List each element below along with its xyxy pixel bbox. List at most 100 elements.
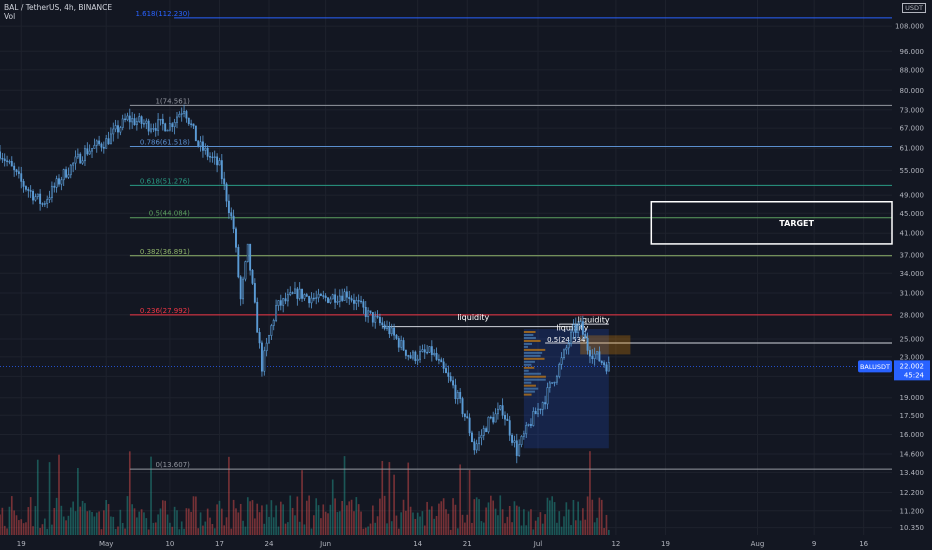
candle-body — [565, 347, 568, 351]
target-zone[interactable] — [650, 200, 893, 245]
volume-profile-bar — [523, 360, 535, 363]
candle-body — [178, 113, 181, 118]
volume-bar — [525, 525, 528, 535]
volume-bar — [350, 499, 353, 535]
candle-body — [46, 199, 49, 204]
price-axis[interactable]: 108.000 96.000 88.000 80.000 73.000 67.000 61.… — [858, 23, 930, 533]
volume-bar — [409, 506, 412, 535]
volume-bar — [294, 515, 296, 535]
price-tick-label: 45.000 — [900, 210, 925, 218]
volume-bar — [202, 525, 204, 535]
candle-body — [504, 414, 506, 420]
fib-level-label: 1(74.561) — [155, 97, 190, 105]
volume-bar — [72, 501, 74, 535]
volume-bar — [176, 510, 178, 535]
time-axis[interactable]: 19 May 10 17 24 Jun 14 21 Jul 12 19 Aug 9 16 — [17, 540, 869, 548]
volume-bar — [357, 504, 360, 535]
candle-body — [62, 169, 65, 181]
volume-bar — [55, 497, 58, 535]
volume-bar — [192, 496, 195, 535]
candle-body — [237, 247, 240, 278]
ticker-tag[interactable] — [858, 360, 892, 373]
volume-bar — [511, 522, 513, 535]
candle-body — [607, 362, 610, 372]
candle-body — [485, 428, 488, 433]
candle-body — [67, 174, 70, 178]
volume-bar — [232, 499, 235, 535]
volume-bar — [315, 498, 318, 535]
volume-bar — [279, 501, 282, 535]
symbol-title[interactable]: BAL / TetherUS, 4h, BINANCE — [4, 3, 113, 12]
ticker-label: BALUSDT — [860, 363, 890, 371]
volume-bar — [178, 529, 181, 535]
candle-body — [135, 121, 138, 126]
price-tick-label: 28.000 — [900, 311, 925, 319]
volume-bar — [553, 502, 556, 535]
candle-body — [72, 162, 75, 166]
volume-bar — [105, 499, 108, 535]
volume-bar — [449, 529, 452, 535]
candle-body — [506, 418, 509, 421]
time-tick-label: 17 — [215, 540, 224, 548]
candle-body — [289, 292, 292, 296]
volume-bar — [539, 512, 542, 535]
volume-bar — [322, 504, 325, 535]
candle-body — [317, 293, 320, 299]
volume-bar — [100, 529, 103, 535]
volume-profile-bar — [523, 381, 532, 384]
volume-bar — [22, 523, 25, 535]
candle-body — [334, 294, 337, 303]
price-tick-label: 11.200 — [900, 507, 925, 515]
volume-bar — [518, 506, 520, 535]
volume-bar — [86, 511, 89, 535]
volume-bar — [157, 514, 159, 535]
volume-bar — [44, 518, 46, 535]
volume-bar — [327, 513, 329, 535]
volume-bar — [586, 496, 589, 535]
candle-body — [20, 173, 23, 182]
volume-bar — [152, 522, 155, 535]
candle-body — [331, 294, 334, 300]
volume-profile-bar — [523, 369, 529, 372]
volume-bar — [121, 522, 124, 535]
price-tick-label: 49.000 — [900, 192, 925, 200]
volume-bar — [20, 519, 23, 535]
volume-bar — [598, 497, 601, 535]
candle-body — [456, 392, 459, 400]
candle-body — [603, 362, 606, 366]
candle-body — [428, 346, 431, 353]
volume-profile-bar — [523, 354, 541, 357]
candle-body — [239, 276, 242, 300]
volume-bar — [62, 516, 65, 535]
candle-body — [209, 156, 211, 158]
candle-body — [494, 413, 497, 423]
candle-body — [244, 261, 247, 280]
candle-body — [461, 398, 464, 415]
candle-body — [447, 372, 450, 377]
candle-body — [409, 355, 412, 359]
candle-body — [242, 278, 245, 300]
volume-bar — [480, 521, 483, 535]
candle-body — [343, 291, 346, 301]
current-price-tag[interactable] — [894, 360, 930, 381]
candle-body — [388, 325, 391, 335]
volume-bar — [199, 512, 202, 535]
volume-bar — [487, 502, 490, 535]
volume-bar — [211, 523, 214, 535]
currency-badge[interactable]: USDT — [902, 3, 926, 13]
candle-body — [282, 298, 285, 306]
volume-profile-bar — [523, 378, 546, 381]
volume-bar — [423, 525, 426, 535]
candle-body — [253, 283, 256, 303]
price-tick-label: 55.000 — [900, 167, 925, 175]
candle-body — [249, 243, 252, 271]
volume-bar — [88, 510, 91, 535]
order-block[interactable] — [580, 335, 631, 355]
volume-bar — [58, 454, 60, 535]
candle-body — [572, 324, 575, 333]
candle-body — [119, 127, 122, 133]
candle-body — [322, 295, 325, 297]
candle-body — [43, 203, 46, 205]
